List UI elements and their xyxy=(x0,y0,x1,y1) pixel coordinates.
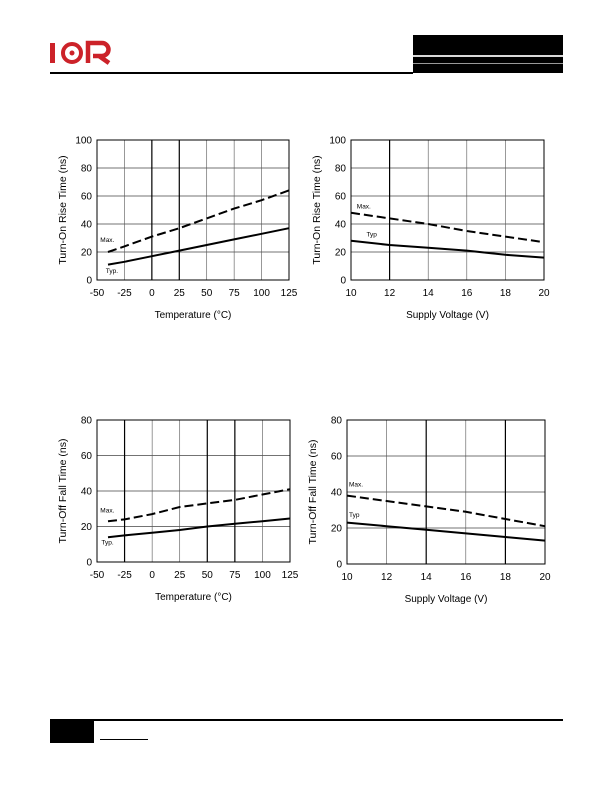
series-line-max xyxy=(346,494,546,528)
series-label: Typ. xyxy=(106,268,118,275)
series-line-max xyxy=(107,189,290,253)
y-tick-label: 100 xyxy=(75,136,92,147)
y-tick-label: 20 xyxy=(335,248,347,259)
chart-fall-time-vs-temperature: 0 20 40 60 80 -50 -25 0 25 50 75 100 125 Temperature … xyxy=(57,416,299,604)
x-tick-label: 12 xyxy=(381,572,393,583)
series-line-typ xyxy=(107,517,291,539)
x-tick-label: 25 xyxy=(174,570,186,581)
y-tick-label: 0 xyxy=(86,558,92,569)
x-tick-label: 14 xyxy=(421,572,433,583)
x-tick-label: 0 xyxy=(149,570,155,581)
y-tick-label: 60 xyxy=(81,192,93,203)
series-line-typ xyxy=(350,239,545,259)
x-tick-label: 125 xyxy=(281,288,298,299)
y-tick-label: 40 xyxy=(335,220,347,231)
series-line-max xyxy=(107,488,291,523)
y-axis-label: Turn-Off Fall Time (ns) xyxy=(57,438,69,543)
x-tick-label: -50 xyxy=(90,570,105,581)
y-tick-label: 20 xyxy=(81,522,93,533)
x-tick-label: 100 xyxy=(254,570,271,581)
footer-page-box xyxy=(50,721,94,743)
x-tick-label: 125 xyxy=(282,570,299,581)
chart-rise-time-vs-supply-voltage: 0 20 40 60 80 100 10 12 14 16 18 20 Supply Voltage (… xyxy=(311,136,550,322)
y-tick-label: 20 xyxy=(331,524,343,535)
x-tick-label: 16 xyxy=(460,572,472,583)
y-tick-label: 80 xyxy=(81,416,93,427)
y-tick-label: 60 xyxy=(81,451,93,462)
y-axis-label: Turn-Off Fall Time (ns) xyxy=(307,439,319,544)
series-line-max xyxy=(350,211,545,244)
series-label: Max. xyxy=(349,482,363,489)
chart-fall-time-vs-supply-voltage: 0 20 40 60 80 10 12 14 16 18 20 Supply Voltage (V) T… xyxy=(307,416,551,606)
y-tick-label: 40 xyxy=(81,487,93,498)
y-tick-label: 0 xyxy=(340,276,346,287)
y-tick-label: 0 xyxy=(86,276,92,287)
y-tick-label: 60 xyxy=(335,192,347,203)
plot-frame xyxy=(96,419,291,563)
y-tick-label: 60 xyxy=(331,452,343,463)
header-rule xyxy=(50,72,413,74)
x-axis-label: Temperature (°C) xyxy=(155,592,232,603)
series-label: Max. xyxy=(357,204,371,211)
x-tick-label: 75 xyxy=(229,288,241,299)
y-tick-label: 20 xyxy=(81,248,93,259)
x-tick-label: 10 xyxy=(341,572,353,583)
x-tick-label: 10 xyxy=(345,288,357,299)
x-tick-label: 18 xyxy=(500,572,512,583)
series-label: Max. xyxy=(100,237,114,244)
x-tick-label: 12 xyxy=(384,288,396,299)
plot-frame xyxy=(346,419,546,565)
x-tick-label: 16 xyxy=(461,288,473,299)
series-line-typ xyxy=(346,521,546,542)
y-axis-label: Turn-On Rise Time (ns) xyxy=(57,155,69,264)
y-tick-label: 80 xyxy=(331,416,343,427)
x-tick-label: 20 xyxy=(538,288,550,299)
x-tick-label: 14 xyxy=(423,288,435,299)
series-line-typ xyxy=(107,227,290,266)
x-axis-label: Temperature (°C) xyxy=(155,310,232,321)
x-tick-label: 100 xyxy=(253,288,270,299)
x-axis-label: Supply Voltage (V) xyxy=(405,594,488,605)
footer-rule xyxy=(50,719,563,721)
x-axis-label: Supply Voltage (V) xyxy=(406,310,489,321)
x-tick-label: 50 xyxy=(201,288,213,299)
y-tick-label: 80 xyxy=(335,164,347,175)
series-label: Typ xyxy=(349,512,360,519)
x-tick-label: 0 xyxy=(149,288,155,299)
y-tick-label: 80 xyxy=(81,164,93,175)
x-tick-label: 18 xyxy=(500,288,512,299)
plot-frame xyxy=(350,139,545,281)
x-tick-label: 75 xyxy=(229,570,241,581)
footer-line xyxy=(100,739,148,740)
series-label: Typ xyxy=(366,232,377,239)
series-label: Max. xyxy=(100,507,114,514)
y-tick-label: 40 xyxy=(81,220,93,231)
chart-rise-time-vs-temperature: 0 20 40 60 80 100 -50 -25 0 25 50 75 100 125 Temperatu… xyxy=(57,136,298,322)
plot-frame xyxy=(96,139,290,281)
ir-logo xyxy=(50,40,111,65)
y-tick-label: 0 xyxy=(336,560,342,571)
x-tick-label: 25 xyxy=(174,288,186,299)
x-tick-label: 50 xyxy=(202,570,214,581)
x-tick-label: 20 xyxy=(539,572,551,583)
x-tick-label: -25 xyxy=(117,570,132,581)
x-tick-label: -50 xyxy=(90,288,105,299)
y-axis-label: Turn-On Rise Time (ns) xyxy=(311,155,323,264)
y-tick-label: 100 xyxy=(329,136,346,147)
y-tick-label: 40 xyxy=(331,488,343,499)
x-tick-label: -25 xyxy=(117,288,132,299)
header-part-box xyxy=(413,35,563,73)
series-label: Typ. xyxy=(101,539,113,546)
